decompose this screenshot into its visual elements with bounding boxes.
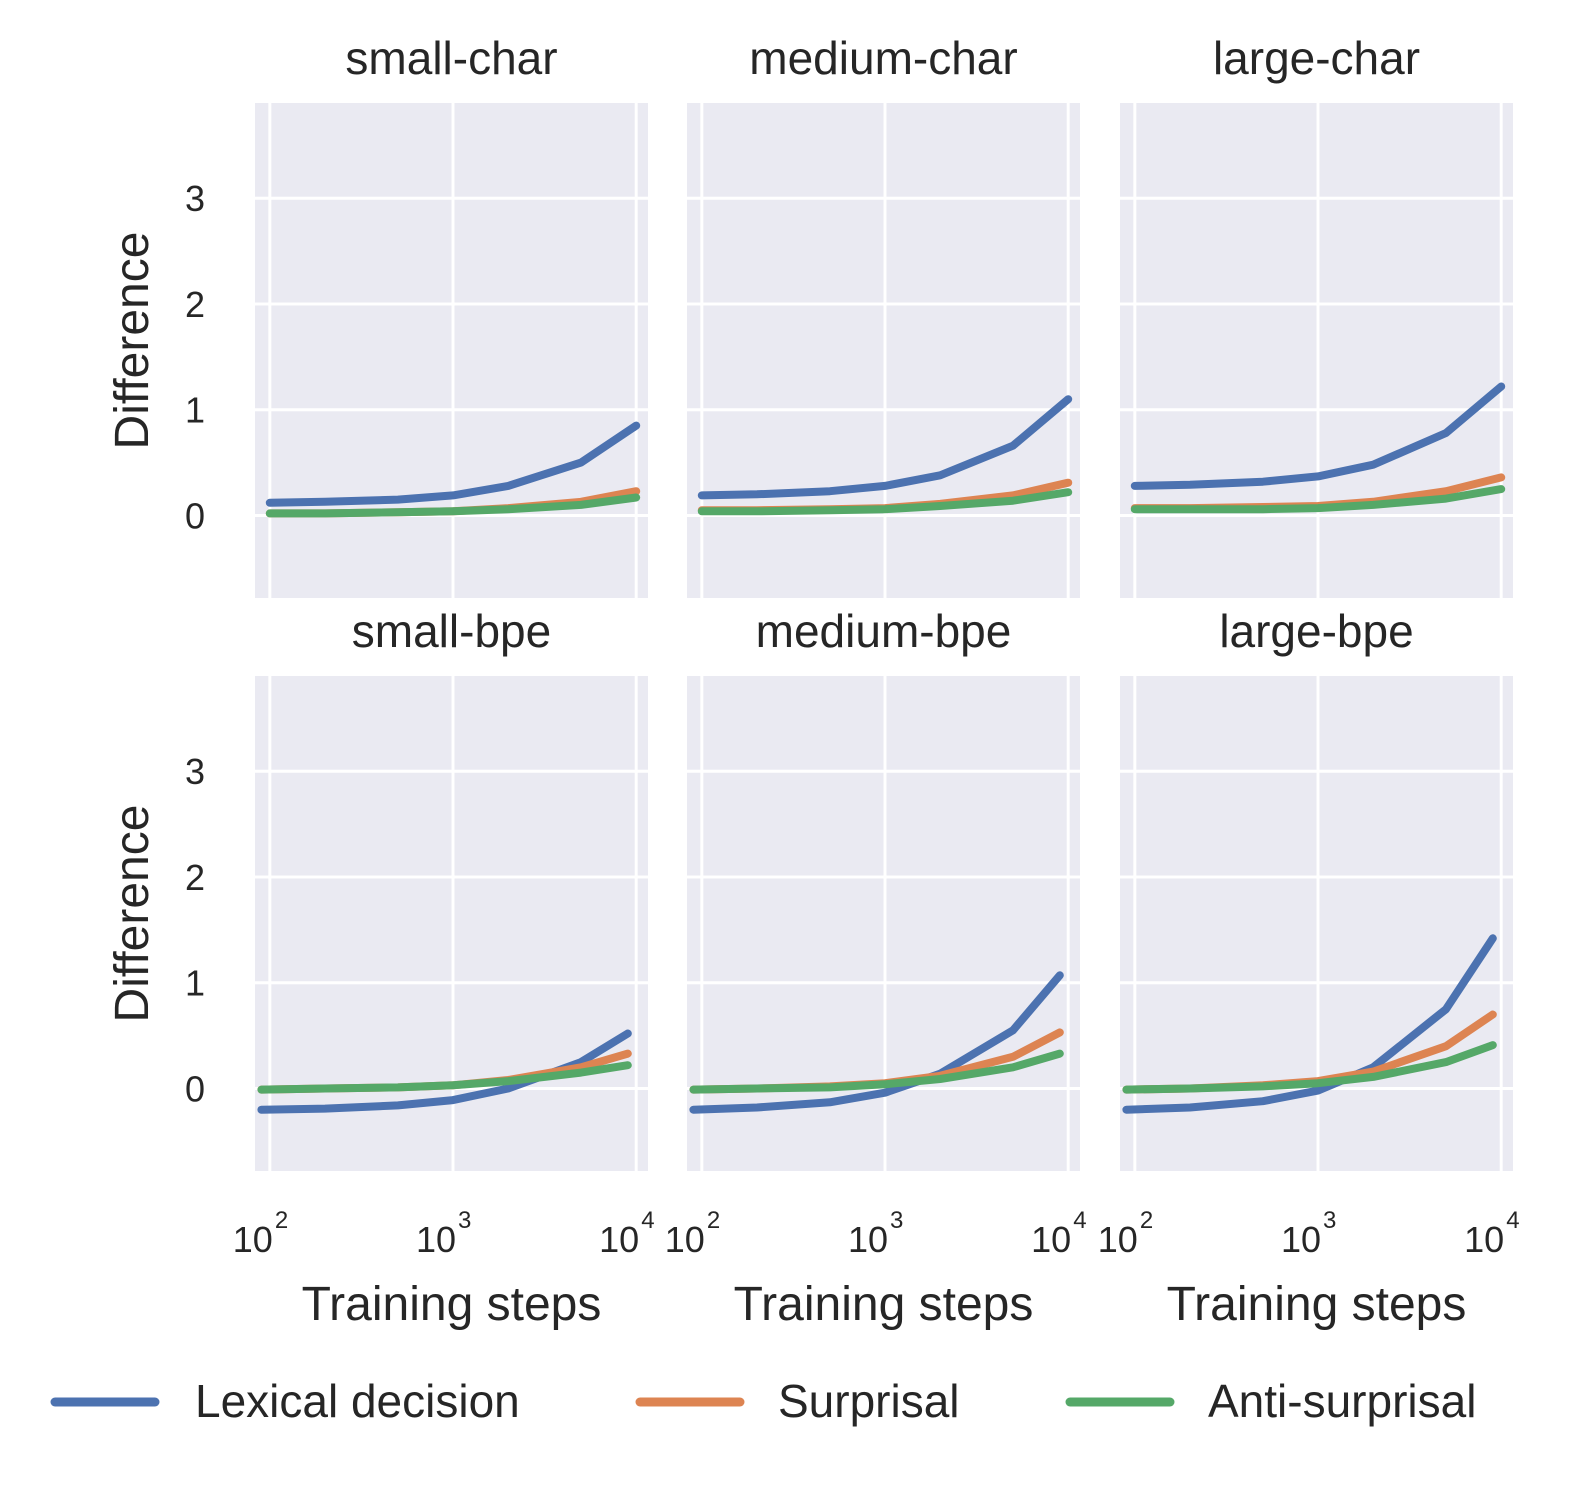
x-tick-base: 10 [233,1219,273,1260]
panel-title: large-bpe [1219,605,1413,657]
plot-background [255,103,648,598]
x-tick-label: 10 3 [848,1207,903,1260]
panel-medium-char: medium-char [687,32,1080,598]
x-tick-label: 10 4 [599,1207,654,1260]
x-tick-label: 10 3 [416,1207,471,1260]
series-line-lexical-decision [257,1029,632,1114]
x-tick-exponent: 4 [1073,1207,1086,1234]
x-tick-exponent: 4 [641,1207,654,1234]
y-axis-label: Difference [106,232,159,450]
x-tick-base: 10 [1031,1219,1071,1260]
series-line-anti-surprisal [1130,485,1506,514]
legend-item-lexical-decision: Lexical decision [50,1375,520,1427]
legend-label: Surprisal [778,1375,960,1427]
x-tick-exponent: 2 [707,1207,720,1234]
legend-label: Anti-surprisal [1208,1375,1476,1427]
series-line-lexical-decision [689,971,1064,1114]
series-line-anti-surprisal [1122,1041,1497,1094]
panel-small-char: small-char 0 1 2 3 Difference [106,32,648,598]
series-line-anti-surprisal [697,488,1073,516]
series-line-anti-surprisal [265,493,641,518]
legend: Lexical decision Surprisal Anti-surprisal [50,1375,1476,1427]
legend-item-anti-surprisal: Anti-surprisal [1065,1375,1476,1427]
x-tick-label: 10 2 [1098,1207,1153,1260]
x-tick-base: 10 [1464,1219,1504,1260]
plot-background [687,103,1080,598]
x-tick-base: 10 [848,1219,888,1260]
panel-large-char: large-char [1120,32,1513,598]
series-line-lexical-decision [697,395,1073,500]
x-axis-label: Training steps [302,1278,602,1331]
x-axis-label: Training steps [1167,1278,1467,1331]
panel-title: small-bpe [352,605,551,657]
series-line-anti-surprisal [689,1049,1064,1094]
series-line-lexical-decision [1130,382,1506,490]
panel-title: large-char [1213,32,1420,84]
x-tick-base: 10 [665,1219,705,1260]
x-tick-base: 10 [1281,1219,1321,1260]
panel-title: medium-bpe [756,605,1012,657]
x-tick-exponent: 3 [1323,1207,1336,1234]
x-tick-label: 10 4 [1464,1207,1519,1260]
panel-title: small-char [345,32,557,84]
x-tick-label: 10 2 [665,1207,720,1260]
y-tick-label: 3 [185,751,205,792]
legend-item-surprisal: Surprisal [635,1375,960,1427]
y-tick-label: 0 [185,496,205,537]
x-tick-exponent: 4 [1506,1207,1519,1234]
y-tick-label: 1 [185,390,205,431]
x-tick-exponent: 3 [458,1207,471,1234]
series-line-lexical-decision [265,421,641,507]
x-axis-label: Training steps [734,1278,1034,1331]
y-tick-label: 2 [185,284,205,325]
x-tick-exponent: 3 [890,1207,903,1234]
y-tick-label: 2 [185,857,205,898]
x-tick-label: 10 3 [1281,1207,1336,1260]
x-tick-label: 10 2 [233,1207,288,1260]
x-tick-exponent: 2 [1140,1207,1153,1234]
series-line-anti-surprisal [257,1061,632,1094]
x-tick-label: 10 4 [1031,1207,1086,1260]
x-tick-base: 10 [1098,1219,1138,1260]
y-tick-label: 0 [185,1069,205,1110]
legend-label: Lexical decision [195,1375,520,1427]
y-axis-label: Difference [106,805,159,1023]
x-tick-exponent: 2 [275,1207,288,1234]
y-tick-label: 1 [185,963,205,1004]
series-line-lexical-decision [1122,934,1497,1114]
y-tick-label: 3 [185,178,205,219]
plot-background [1120,676,1513,1171]
panel-title: medium-char [749,32,1017,84]
x-tick-base: 10 [599,1219,639,1260]
plot-background [1120,103,1513,598]
x-tick-base: 10 [416,1219,456,1260]
